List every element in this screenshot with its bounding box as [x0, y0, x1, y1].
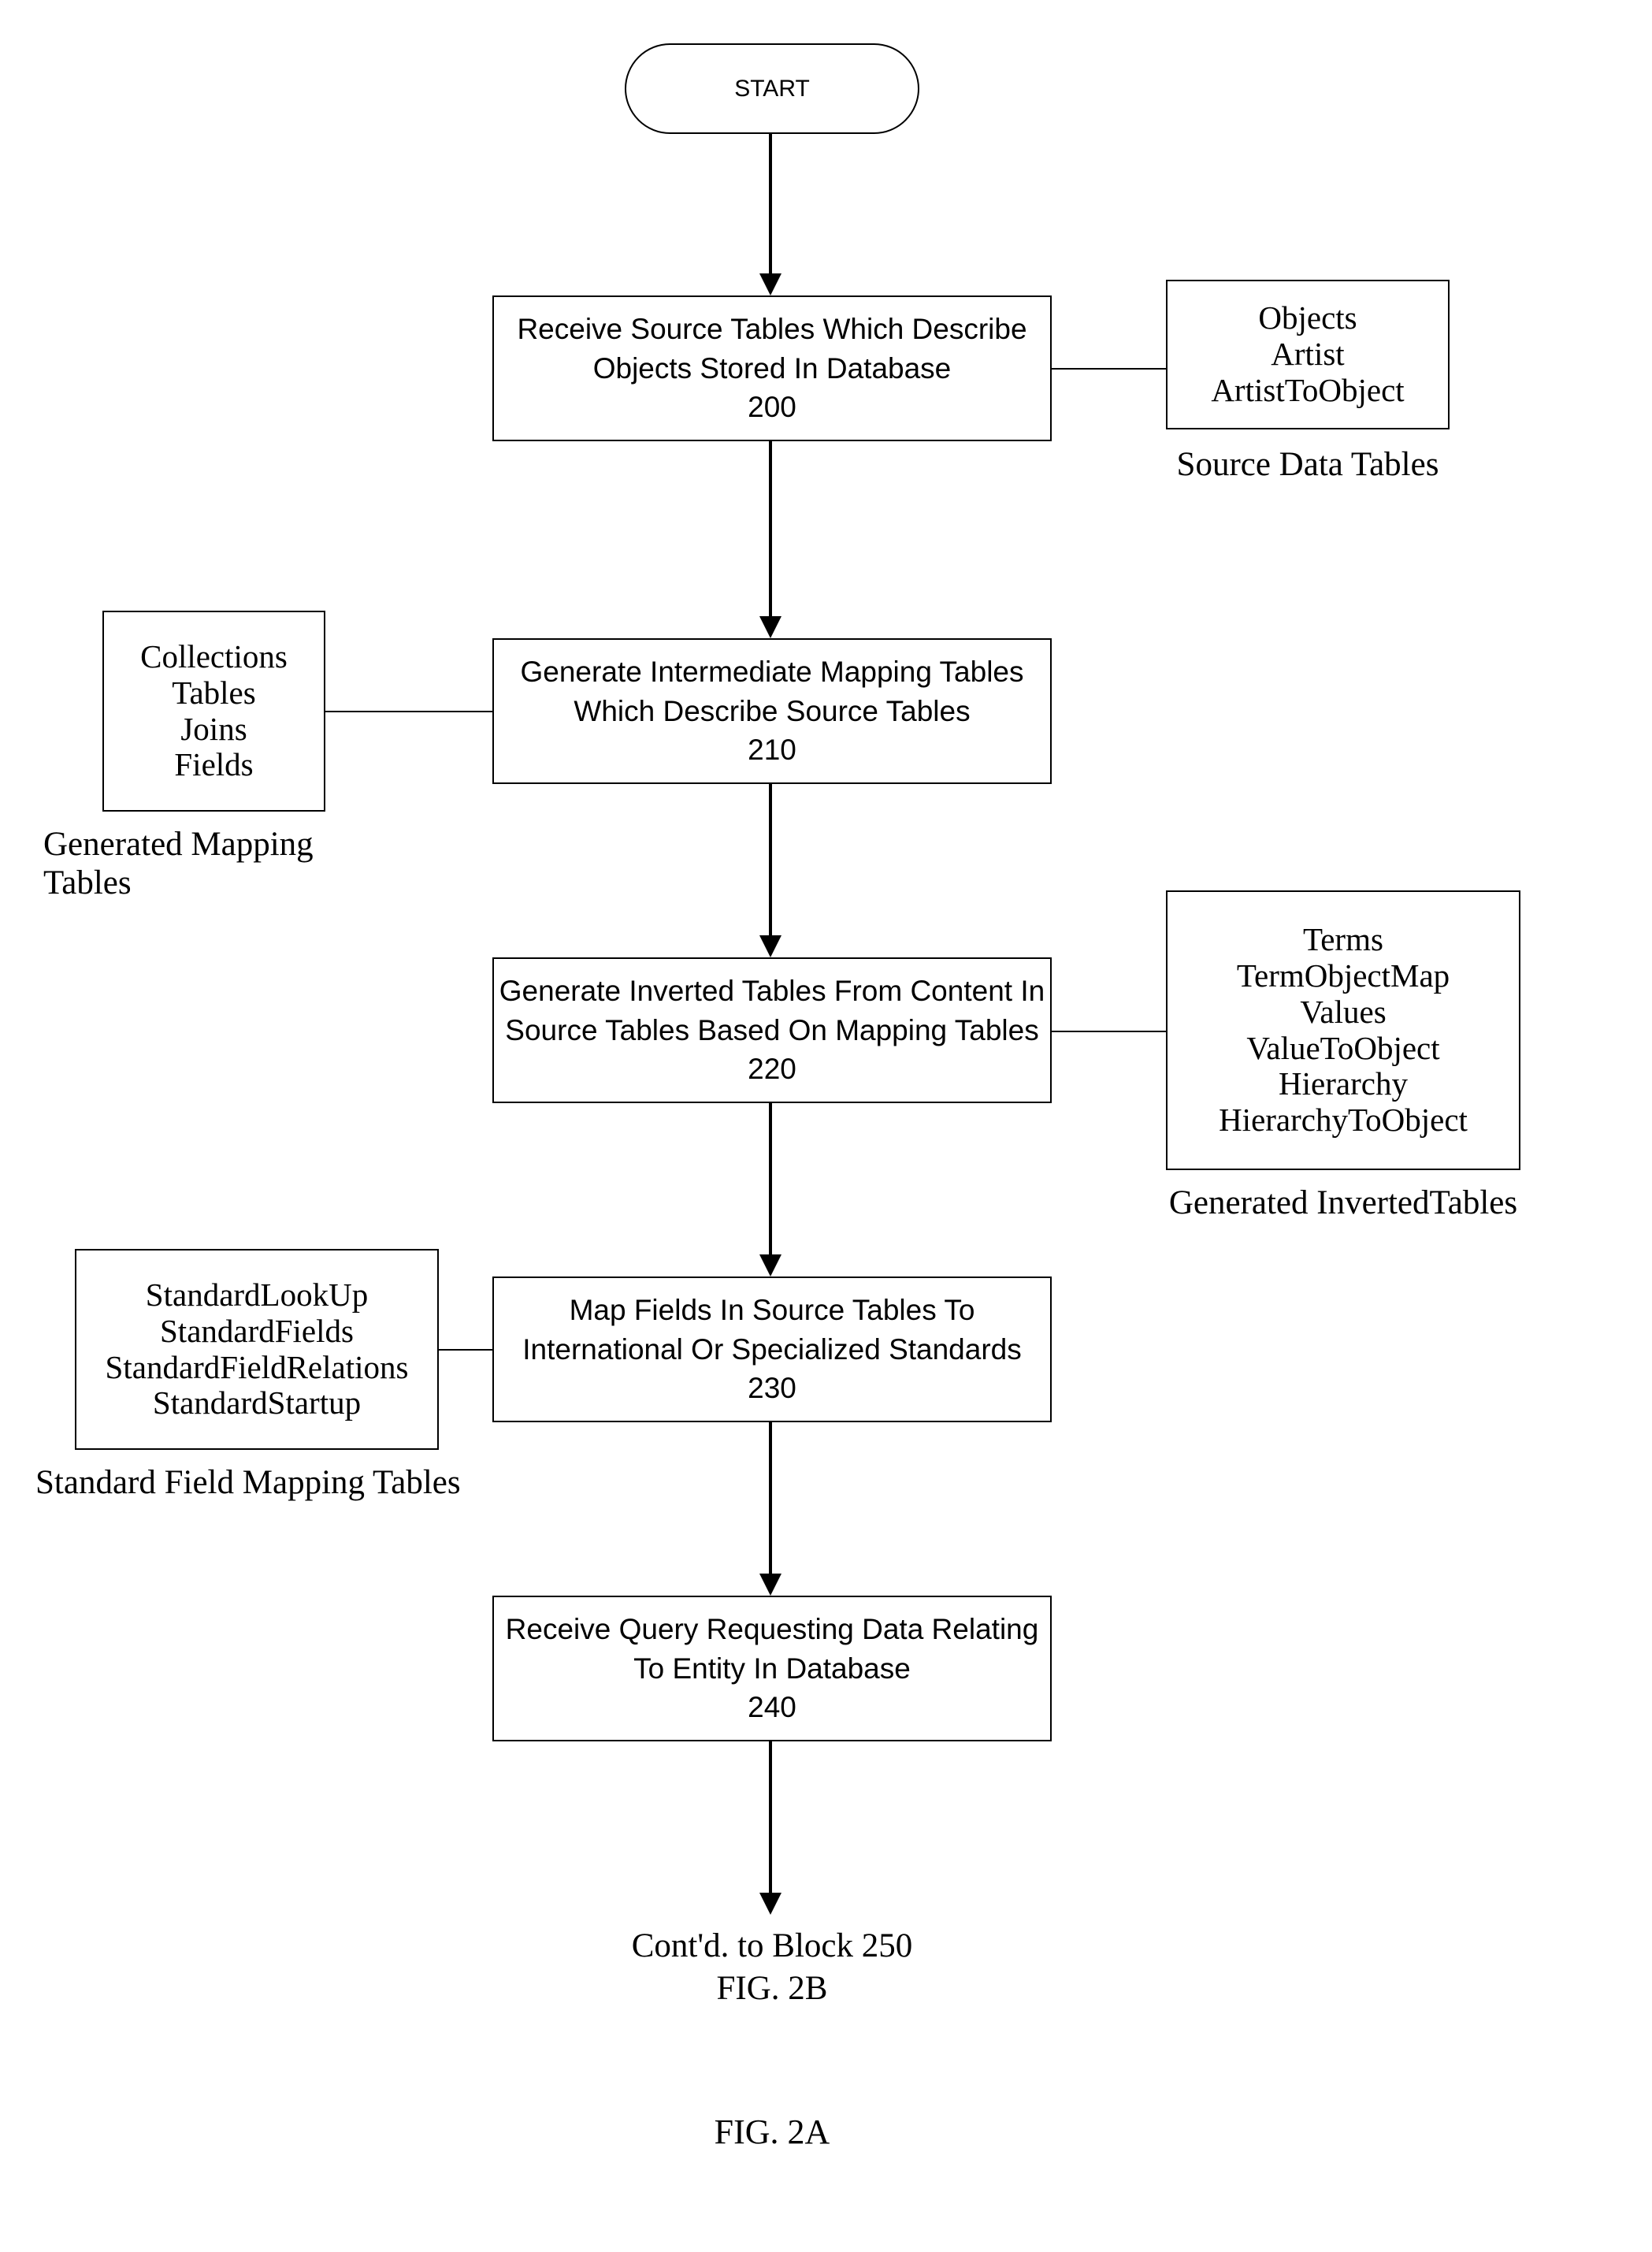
generated-inverted-tables-box: TermsTermObjectMapValuesValueToObjectHie…	[1166, 890, 1520, 1170]
process-box-220: Generate Inverted Tables From Content In…	[492, 957, 1052, 1103]
process-box-210: Generate Intermediate Mapping TablesWhic…	[492, 638, 1052, 784]
process-box-240-line-0: Receive Query Requesting Data Relating	[506, 1610, 1039, 1649]
process-box-240-line-1: To Entity In Database	[633, 1649, 911, 1689]
process-box-230: Map Fields In Source Tables ToInternatio…	[492, 1277, 1052, 1422]
arrow-line-3	[769, 1103, 772, 1254]
process-box-230-line-2: 230	[748, 1369, 796, 1408]
source-data-tables-line-2: ArtistToObject	[1211, 373, 1404, 409]
generated-inverted-tables-line-1: TermObjectMap	[1237, 958, 1450, 994]
generated-mapping-tables-caption: Generated Mapping Tables	[43, 825, 384, 902]
generated-mapping-tables-box: CollectionsTablesJoinsFields	[102, 611, 325, 812]
source-data-tables-caption: Source Data Tables	[1166, 445, 1450, 484]
standard-field-mapping-tables-caption: Standard Field Mapping Tables	[35, 1463, 478, 1502]
arrow-head-3	[759, 1254, 781, 1277]
generated-inverted-tables-caption: Generated InvertedTables	[1166, 1184, 1520, 1222]
standard-field-mapping-tables-box: StandardLookUpStandardFieldsStandardFiel…	[75, 1249, 439, 1450]
connector-2	[1052, 1031, 1166, 1032]
arrow-head-1	[759, 616, 781, 638]
process-box-240: Receive Query Requesting Data RelatingTo…	[492, 1596, 1052, 1741]
figure-label: FIG. 2A	[614, 2112, 930, 2152]
source-data-tables-box: ObjectsArtistArtistToObject	[1166, 280, 1450, 429]
standard-field-mapping-tables-line-3: StandardStartup	[153, 1385, 361, 1421]
process-box-220-line-1: Source Tables Based On Mapping Tables	[505, 1011, 1038, 1050]
generated-inverted-tables-line-3: ValueToObject	[1246, 1031, 1439, 1067]
standard-field-mapping-tables-line-0: StandardLookUp	[146, 1277, 368, 1314]
process-box-220-line-2: 220	[748, 1050, 796, 1089]
source-data-tables-line-0: Objects	[1258, 300, 1357, 336]
arrow-head-2	[759, 935, 781, 957]
process-box-240-line-2: 240	[748, 1688, 796, 1727]
arrow-head-5	[759, 1893, 781, 1915]
generated-inverted-tables-line-2: Values	[1300, 994, 1386, 1031]
process-box-200-line-2: 200	[748, 388, 796, 427]
arrow-line-0	[769, 134, 772, 273]
process-box-210-line-0: Generate Intermediate Mapping Tables	[521, 652, 1024, 692]
process-box-210-line-1: Which Describe Source Tables	[574, 692, 970, 731]
process-box-220-line-0: Generate Inverted Tables From Content In	[499, 972, 1045, 1011]
continuation-line-1: Cont'd. to Block 250	[536, 1927, 1008, 1965]
start-node: START	[625, 43, 919, 134]
arrow-line-4	[769, 1422, 772, 1574]
generated-mapping-tables-line-3: Fields	[174, 747, 253, 783]
process-box-200-line-0: Receive Source Tables Which Describe	[517, 310, 1026, 349]
generated-mapping-tables-line-2: Joins	[180, 712, 247, 748]
process-box-230-line-1: International Or Specialized Standards	[522, 1330, 1021, 1369]
connector-0	[1052, 368, 1166, 370]
generated-inverted-tables-line-0: Terms	[1303, 922, 1383, 958]
standard-field-mapping-tables-line-2: StandardFieldRelations	[106, 1350, 409, 1386]
process-box-230-line-0: Map Fields In Source Tables To	[570, 1291, 975, 1330]
arrow-line-5	[769, 1741, 772, 1893]
generated-mapping-tables-line-0: Collections	[140, 639, 288, 675]
process-box-200-line-1: Objects Stored In Database	[593, 349, 952, 388]
arrow-line-2	[769, 784, 772, 935]
arrow-head-0	[759, 273, 781, 295]
generated-inverted-tables-line-5: HierarchyToObject	[1219, 1102, 1468, 1139]
connector-1	[325, 711, 492, 712]
continuation-line-2: FIG. 2B	[536, 1969, 1008, 2008]
start-label: START	[734, 76, 810, 102]
generated-inverted-tables-line-4: Hierarchy	[1279, 1066, 1408, 1102]
generated-mapping-tables-line-1: Tables	[172, 675, 255, 712]
process-box-200: Receive Source Tables Which DescribeObje…	[492, 295, 1052, 441]
source-data-tables-line-1: Artist	[1271, 336, 1344, 373]
process-box-210-line-2: 210	[748, 730, 796, 770]
connector-3	[439, 1349, 492, 1351]
standard-field-mapping-tables-line-1: StandardFields	[160, 1314, 354, 1350]
arrow-head-4	[759, 1574, 781, 1596]
arrow-line-1	[769, 441, 772, 616]
